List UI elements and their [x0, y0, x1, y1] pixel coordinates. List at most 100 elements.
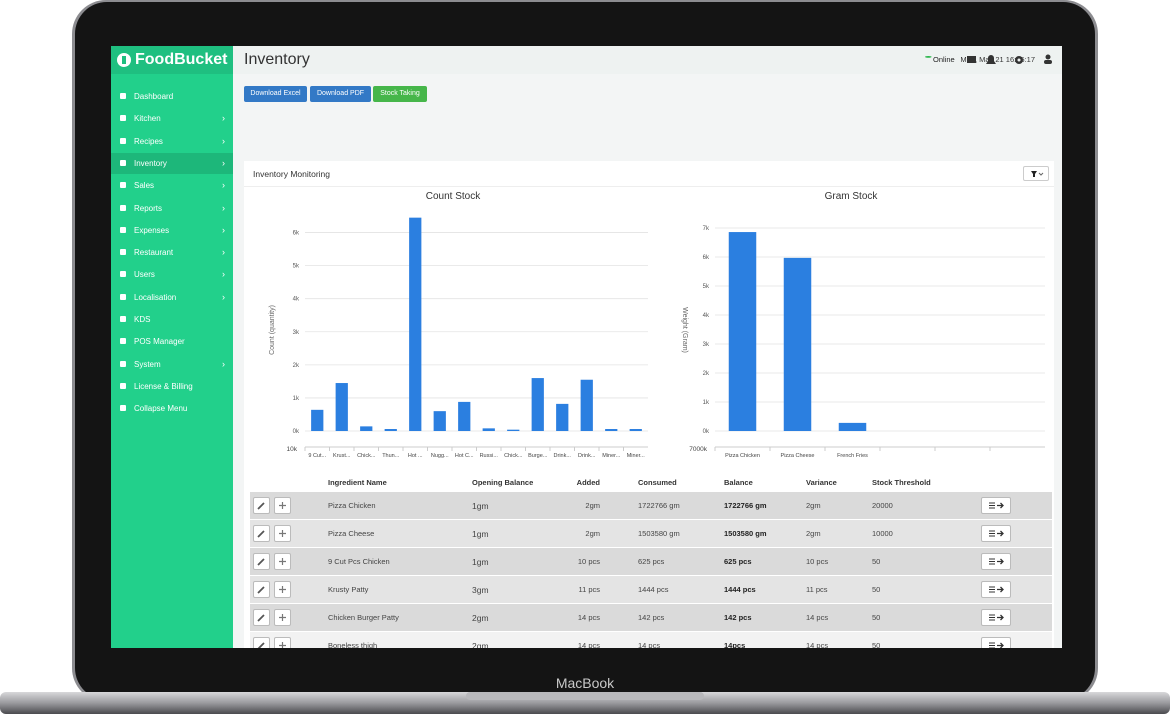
- device-label: MacBook: [556, 675, 615, 691]
- nav-item[interactable]: Kitchen ›: [111, 108, 233, 129]
- nav-item[interactable]: Dashboard: [111, 86, 233, 107]
- y-axis-label: Count (quantity): [269, 305, 276, 355]
- nav-item[interactable]: Expenses ›: [111, 220, 233, 241]
- top-bar: Inventory Mon, May 21 16:35:17 Online: [233, 46, 1062, 74]
- edit-button[interactable]: [253, 497, 270, 514]
- table-cell: 50: [872, 585, 881, 594]
- y-tick-label: 5k: [703, 284, 710, 290]
- nav-item[interactable]: Localisation ›: [111, 287, 233, 308]
- nav-item[interactable]: Restaurant ›: [111, 242, 233, 263]
- nav-label: Dashboard: [134, 92, 174, 101]
- table-cell: 50: [872, 557, 881, 566]
- nav-label: Restaurant: [134, 248, 174, 258]
- detail-button[interactable]: [981, 553, 1011, 570]
- nav-label: Localisation: [134, 292, 177, 302]
- y-tick-label: 1k: [703, 400, 710, 406]
- table-cell: 11 pcs: [578, 585, 600, 594]
- nav-label: System: [134, 359, 161, 369]
- detail-button[interactable]: [981, 525, 1011, 542]
- edit-button[interactable]: [253, 609, 270, 626]
- nav-item[interactable]: Recipes ›: [111, 131, 233, 152]
- nav-item[interactable]: Collapse Menu: [111, 398, 233, 419]
- table-cell: Krusty Patty: [328, 585, 369, 594]
- column-header: Variance: [806, 478, 837, 487]
- action-button[interactable]: Download PDF: [310, 86, 371, 102]
- add-button[interactable]: [274, 609, 291, 626]
- detail-button[interactable]: [981, 581, 1011, 598]
- add-button[interactable]: [274, 497, 291, 514]
- x-tick-label: Pizza Chicken: [725, 453, 760, 459]
- page-title: Inventory: [244, 51, 310, 68]
- nav-icon: [120, 93, 126, 99]
- nav-label: Collapse Menu: [134, 404, 188, 414]
- table-cell: 2gm: [585, 529, 600, 538]
- column-header: Opening Balance: [472, 478, 534, 487]
- column-header: Balance: [724, 478, 753, 487]
- table-cell: 2gm: [585, 501, 600, 510]
- nav-icon: [120, 293, 126, 300]
- y-tick-label: 0k: [293, 429, 300, 435]
- table-cell: 625 pcs: [638, 557, 665, 566]
- detail-button[interactable]: [981, 609, 1011, 626]
- y-tick-label: 7k: [703, 226, 710, 232]
- x-tick-label: Miner...: [602, 453, 621, 459]
- chart-title: Count Stock: [426, 191, 481, 202]
- column-header: Consumed: [638, 478, 677, 487]
- table-cell: 14 pcs: [577, 613, 600, 622]
- nav-item[interactable]: KDS: [111, 309, 233, 330]
- table-cell: 625 pcs: [724, 557, 752, 566]
- filter-icon: [1031, 171, 1044, 177]
- nav-item[interactable]: POS Manager: [111, 331, 233, 352]
- screen: FoodBucket Dashboard Kitchen › Recipes › Inve…: [111, 46, 1062, 648]
- nav-item[interactable]: Reports ›: [111, 198, 233, 219]
- nav-item[interactable]: System ›: [111, 354, 233, 375]
- bar: [409, 217, 422, 431]
- bar: [531, 378, 544, 431]
- edit-button[interactable]: [253, 581, 270, 598]
- bar: [728, 232, 757, 431]
- add-button[interactable]: [274, 553, 291, 570]
- header-icons[interactable]: [963, 53, 1058, 67]
- status: Online: [933, 55, 955, 64]
- table-row: [250, 604, 1052, 631]
- nav-label: Expenses: [134, 225, 170, 235]
- filter-button[interactable]: [1023, 166, 1049, 181]
- x-tick-label: Miner...: [627, 453, 646, 459]
- bar: [311, 409, 324, 431]
- nav-icon: [120, 338, 126, 345]
- y-tick-label: 2k: [293, 363, 300, 369]
- charts: Count Stock Count (quantity) 10k 0k 1k 2k 3k 4k…: [269, 191, 1045, 459]
- y-tick-label: 1k: [293, 396, 300, 402]
- bar: [783, 257, 812, 431]
- x-tick-label: Nugg...: [431, 453, 449, 459]
- edit-button[interactable]: [253, 553, 270, 570]
- nav-chevron: ›: [222, 113, 225, 124]
- action-button[interactable]: Stock Taking: [373, 86, 427, 102]
- column-header: Stock Threshold: [872, 478, 931, 487]
- table-cell: 1444 pcs: [638, 585, 669, 594]
- action-button[interactable]: Download Excel: [244, 86, 307, 102]
- bar: [335, 383, 348, 431]
- nav-chevron: ›: [222, 180, 225, 191]
- edit-button[interactable]: [253, 637, 270, 648]
- table-cell: 14 pcs: [577, 641, 600, 648]
- nav-item[interactable]: Users ›: [111, 264, 233, 285]
- nav-item[interactable]: License & Billing: [111, 376, 233, 397]
- nav-item[interactable]: Inventory ›: [111, 152, 233, 174]
- add-button[interactable]: [274, 525, 291, 542]
- table-cell: 50: [872, 641, 881, 648]
- nav-chevron: ›: [222, 157, 225, 168]
- x-tick-label: Hot ...: [408, 453, 423, 459]
- add-button[interactable]: [274, 581, 291, 598]
- detail-button[interactable]: [981, 637, 1011, 648]
- nav-chevron: ›: [222, 224, 225, 235]
- brand[interactable]: FoodBucket: [111, 46, 233, 74]
- y-tick-label: 4k: [703, 313, 710, 319]
- table-cell: 1503580 gm: [724, 529, 767, 538]
- nav-item[interactable]: Sales ›: [111, 175, 233, 196]
- edit-button[interactable]: [253, 525, 270, 542]
- detail-button[interactable]: [981, 497, 1011, 514]
- nav-label: Kitchen: [134, 114, 161, 124]
- add-button[interactable]: [274, 637, 291, 648]
